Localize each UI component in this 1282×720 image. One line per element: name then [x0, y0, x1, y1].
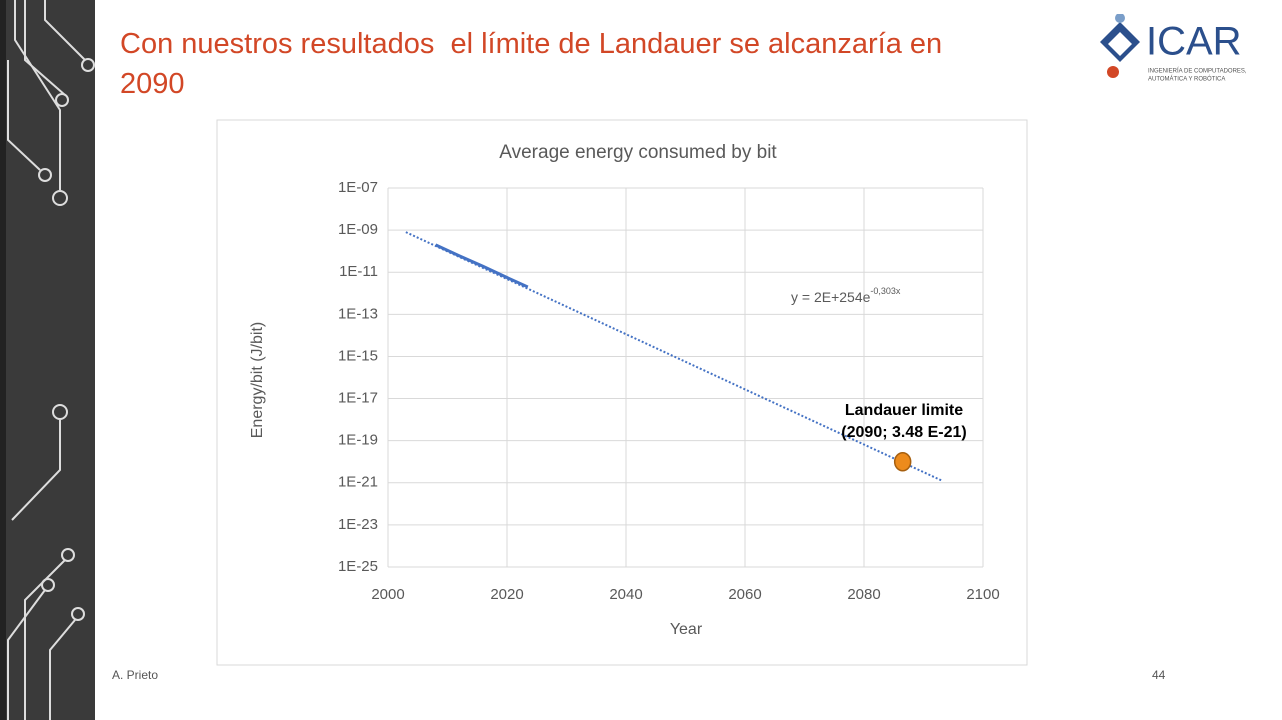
y-tick-label: 1E-13 — [338, 305, 378, 322]
y-axis-label: Energy/bit (J/bit) — [249, 322, 266, 438]
chart-border — [217, 120, 1027, 665]
annotation: (2090; 3.48 E-21) — [841, 424, 966, 441]
x-axis-label: Year — [670, 621, 703, 638]
logo-subtitle: AUTOMÁTICA Y ROBÓTICA — [1148, 76, 1225, 83]
footer-author: A. Prieto — [112, 668, 158, 682]
y-tick-label: 1E-11 — [339, 263, 378, 280]
decor-strip — [0, 0, 95, 720]
y-tick-label: 1E-21 — [338, 474, 378, 491]
x-tick-label: 2040 — [609, 586, 642, 603]
x-tick-label: 2080 — [847, 586, 880, 603]
y-tick-label: 1E-17 — [338, 390, 378, 407]
slide-title: Con nuestros resultados el límite de Lan… — [120, 24, 1000, 104]
page-number: 44 — [1152, 668, 1165, 682]
chart-title: Average energy consumed by bit — [499, 142, 777, 163]
logo: ICAR INGENIERÍA DE COMPUTADORES, AUTOMÁT… — [1090, 14, 1270, 94]
y-tick-label: 1E-09 — [338, 221, 378, 238]
x-tick-label: 2100 — [966, 586, 999, 603]
x-tick-label: 2020 — [490, 586, 523, 603]
y-tick-label: 1E-23 — [338, 516, 378, 533]
equation-text: y = 2E+254e — [791, 289, 871, 305]
y-tick-label: 1E-19 — [338, 432, 378, 449]
equation: y = 2E+254e-0,303x — [791, 286, 901, 304]
x-tick-label: 2000 — [371, 586, 404, 603]
y-tick-label: 1E-07 — [338, 179, 378, 196]
logo-name: ICAR — [1146, 20, 1242, 64]
x-tick-label: 2060 — [728, 586, 761, 603]
data-point — [895, 453, 911, 471]
slide: Con nuestros resultados el límite de Lan… — [0, 0, 1282, 720]
annotation: Landauer limite — [845, 402, 963, 419]
equation-exponent: -0,303x — [870, 286, 901, 296]
trend-line — [406, 232, 942, 480]
data-line — [436, 245, 528, 287]
y-tick-label: 1E-25 — [338, 558, 378, 575]
y-tick-label: 1E-15 — [338, 347, 378, 364]
chart: Average energy consumed by bit Year Ener… — [0, 0, 1282, 720]
logo-subtitle: INGENIERÍA DE COMPUTADORES, — [1148, 68, 1247, 75]
